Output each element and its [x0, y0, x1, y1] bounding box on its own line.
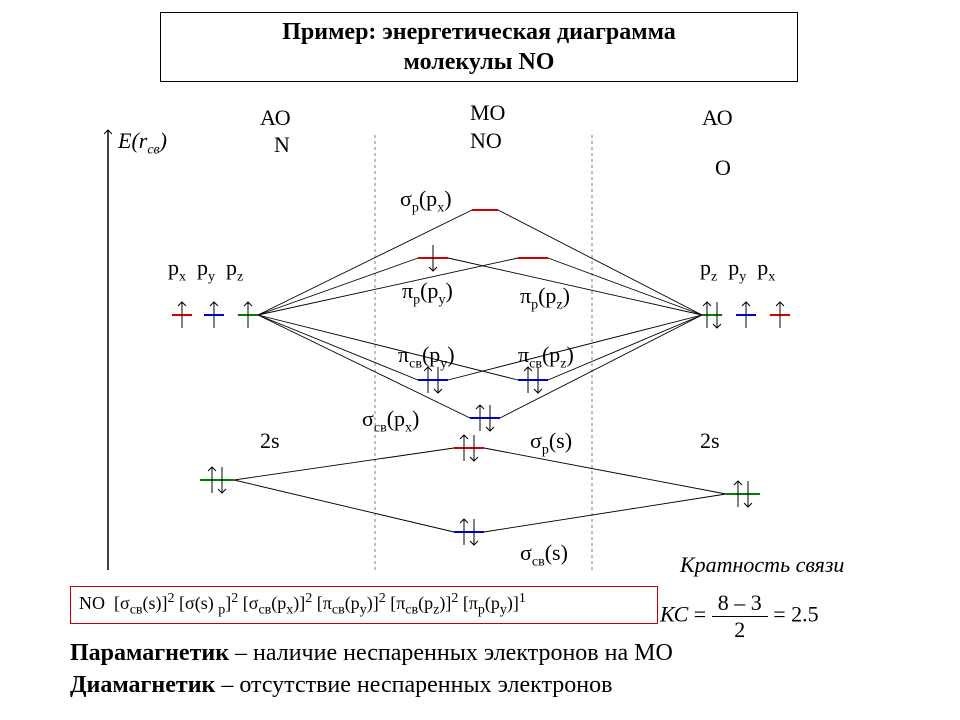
- mo-molecule-label: NO: [470, 128, 502, 154]
- pi-sv-pz-label: πсв(pz): [518, 342, 574, 372]
- bond-order-title: Кратность связи: [680, 552, 844, 578]
- ao-right-label: АО: [702, 105, 733, 131]
- electron-configuration-box: NO [σсв(s)]2 [σ(s) р]2 [σсв(px)]2 [πсв(p…: [70, 586, 658, 624]
- diamagnetic-text: Диамагнетик – отсутствие неспаренных эле…: [70, 672, 890, 699]
- mo-label: МО: [470, 100, 505, 126]
- sigma-sv-s-label: σсв(s): [520, 540, 568, 570]
- bond-order-formula: КС = 8 – 3 2 = 2.5: [660, 590, 819, 643]
- ao-left-label: АО: [260, 105, 291, 131]
- right-2s-label: 2s: [700, 428, 720, 454]
- pi-sv-py-label: πсв(py): [398, 342, 455, 372]
- sigma-p-s-label: σр(s): [530, 428, 572, 458]
- left-2s-label: 2s: [260, 428, 280, 454]
- energy-axis-label: E(rсв): [118, 128, 167, 158]
- pi-p-pz-label: πр(pz): [520, 283, 570, 313]
- sigma-p-px-label: σр(px): [400, 186, 452, 216]
- sigma-sv-px-label: σсв(px): [362, 406, 419, 436]
- right-p-labels: pz py px: [700, 255, 775, 285]
- paramagnetic-text: Парамагнетик – наличие неспаренных элект…: [70, 640, 890, 667]
- left-p-labels: px py pz: [168, 255, 243, 285]
- atom-right-label: O: [715, 155, 731, 181]
- atom-left-label: N: [274, 132, 290, 158]
- pi-p-py-label: πр(py): [402, 278, 453, 308]
